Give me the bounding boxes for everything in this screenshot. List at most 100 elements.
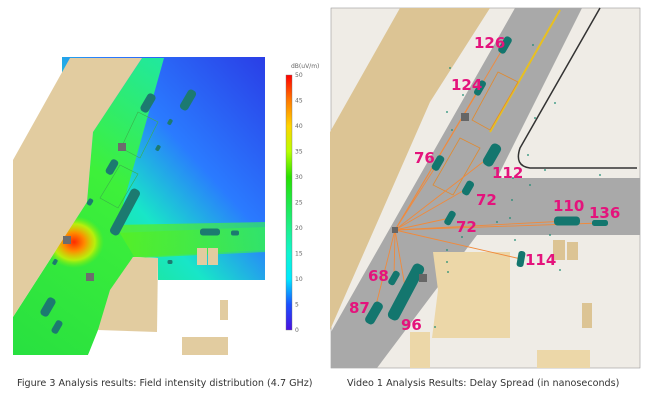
colorbar-tick-label: 20	[295, 225, 303, 232]
vehicle	[200, 228, 220, 236]
delay-label: 96	[401, 316, 422, 334]
delay-label: 76	[414, 149, 435, 167]
receiver-point	[434, 326, 436, 328]
receiver-icon	[63, 236, 71, 244]
receiver-point	[514, 239, 516, 241]
vehicle	[86, 198, 94, 206]
delay-label: 110	[553, 197, 584, 215]
lane-line	[489, 9, 561, 133]
delay-spread-map: 126 124 76 112 72 72 110 136 114 68 87 96	[330, 7, 641, 369]
receiver-point	[529, 184, 531, 186]
figure-right-caption: Video 1 Analysis Results: Delay Spread (…	[347, 378, 620, 389]
ray-path	[394, 220, 568, 231]
vehicle	[388, 270, 400, 286]
delay-label: 114	[525, 251, 556, 269]
receiver-point	[534, 117, 536, 119]
vehicle	[365, 301, 383, 325]
receiver-point	[559, 269, 561, 271]
receiver-point	[527, 154, 529, 156]
building	[208, 248, 218, 265]
colorbar-unit: dB(uV/m)	[291, 63, 319, 70]
colorbar-tick-label: 10	[295, 276, 303, 283]
receiver-icon	[86, 273, 94, 281]
vehicle	[51, 320, 63, 334]
receiver-point	[446, 111, 448, 113]
delay-label: 112	[492, 164, 523, 182]
receiver-point	[511, 199, 513, 201]
colorbar-tick-label: 0	[295, 327, 299, 334]
vehicle	[231, 230, 239, 236]
vehicle	[461, 180, 475, 196]
building	[582, 303, 592, 328]
receiver-point	[509, 217, 511, 219]
delay-label: 136	[589, 204, 620, 222]
receiver-point	[496, 221, 498, 223]
colorbar-tick-label: 50	[295, 72, 303, 79]
building	[432, 252, 510, 338]
ray-path	[394, 162, 439, 231]
left-map	[13, 57, 265, 355]
vehicle	[431, 155, 445, 171]
receiver-point	[549, 234, 551, 236]
vehicle	[387, 263, 425, 321]
building	[197, 248, 207, 265]
delay-label: 72	[456, 218, 477, 236]
receiver-point	[449, 67, 451, 69]
receiver-point	[446, 249, 448, 251]
vehicle	[179, 89, 197, 111]
vehicle	[592, 220, 608, 226]
vehicle	[167, 260, 173, 264]
receiver-point	[532, 44, 534, 46]
colorbar-tick-label: 30	[295, 174, 303, 181]
vehicle	[498, 36, 512, 54]
receiver-point	[599, 174, 601, 176]
delay-label: 126	[474, 34, 505, 52]
receiver-icon	[118, 143, 126, 151]
delay-label: 87	[349, 299, 370, 317]
vehicle	[473, 80, 487, 96]
receiver-point	[512, 177, 514, 179]
receiver-point	[451, 129, 453, 131]
vehicle	[444, 210, 456, 226]
receiver-icon	[461, 113, 469, 121]
vehicle	[105, 159, 119, 175]
delay-label: 72	[476, 191, 497, 209]
delay-label: 68	[368, 267, 389, 285]
curb-line	[517, 7, 637, 169]
road-field	[13, 58, 265, 355]
vehicle	[52, 258, 58, 266]
colorbar-tick-label: 35	[295, 149, 303, 156]
vehicle	[110, 188, 140, 236]
ray-path	[394, 154, 493, 231]
receiver-point	[446, 261, 448, 263]
vehicle	[140, 93, 156, 113]
vehicle	[167, 118, 173, 126]
ray-path	[394, 229, 407, 293]
ray-path	[394, 217, 451, 231]
vehicle	[554, 216, 580, 226]
receiver-point	[461, 236, 463, 238]
colorbar-tick-label: 5	[295, 302, 299, 309]
receiver-point	[554, 102, 556, 104]
receiver-point	[462, 94, 464, 96]
colorbar-tick-label: 15	[295, 251, 303, 258]
building	[98, 257, 158, 332]
building	[553, 240, 565, 260]
building	[330, 8, 490, 330]
building	[537, 350, 590, 368]
colorbar-bar	[285, 74, 293, 331]
receiver-point	[447, 271, 449, 273]
ray-path	[393, 229, 396, 279]
vehicle	[482, 143, 502, 167]
ray-path	[394, 187, 469, 231]
receiver-icon	[419, 274, 427, 282]
building	[410, 332, 430, 368]
figure-left-caption: Figure 3 Analysis results: Field intensi…	[17, 378, 313, 389]
building	[182, 337, 228, 355]
colorbar-tick-label: 40	[295, 123, 303, 130]
building	[220, 300, 228, 320]
receiver-point	[491, 199, 493, 201]
vehicle	[516, 250, 526, 268]
